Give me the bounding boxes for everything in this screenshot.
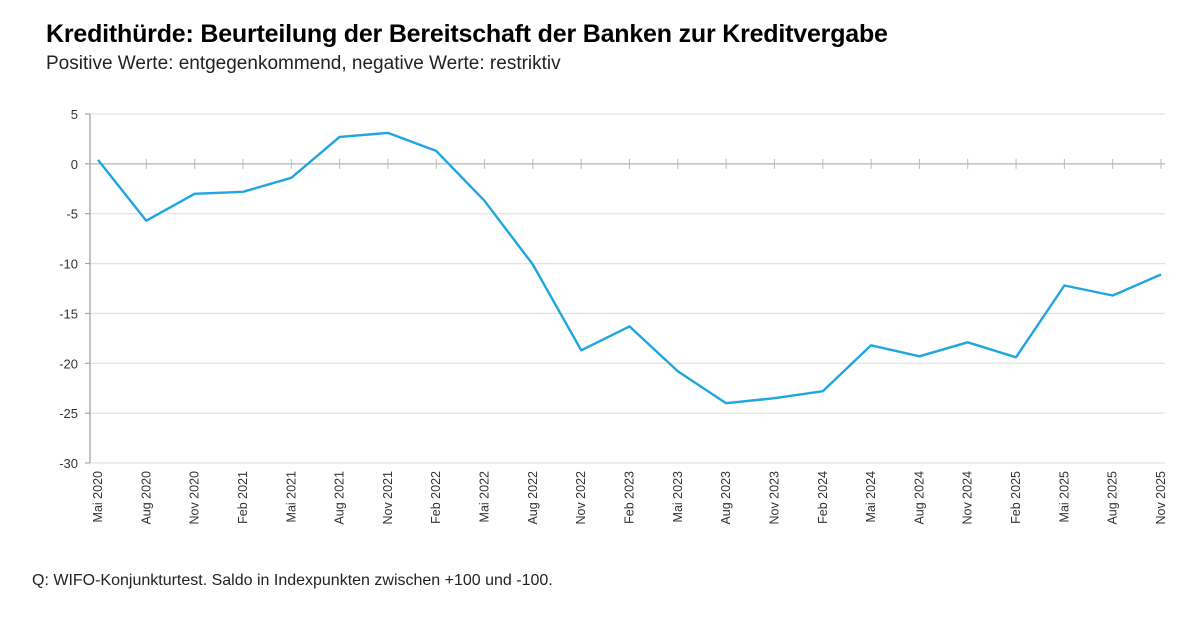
y-tick-label: 5: [71, 107, 78, 122]
x-tick-label: Mai 2022: [478, 471, 492, 522]
x-axis-ticks: Mai 2020 Aug 2020 Nov 2020 Feb 2021 Mai 2021…: [91, 471, 1168, 525]
y-tick-label: 0: [71, 157, 78, 172]
x-tick-label: Aug 2020: [139, 471, 153, 525]
x-tick-label: Nov 2020: [188, 471, 202, 525]
x-tick-label: Mai 2024: [864, 471, 878, 522]
y-tick-label: -10: [59, 257, 78, 272]
y-axis-ticks: 5 0 -5 -10 -15 -20 -25 -30: [59, 107, 78, 471]
x-tick-label: Nov 2025: [1154, 471, 1168, 525]
y-tick-label: -30: [59, 456, 78, 471]
x-tick-label: Feb 2023: [623, 471, 637, 524]
x-tick-label: Feb 2021: [236, 471, 250, 524]
y-tick-label: -20: [59, 356, 78, 371]
x-tick-label: Nov 2023: [767, 471, 781, 525]
x-tick-label: Mai 2025: [1057, 471, 1071, 522]
x-tick-label: Feb 2022: [429, 471, 443, 524]
gridlines: [90, 113, 1165, 464]
x-tick-label: Aug 2023: [719, 471, 733, 525]
x-tick-label: Mai 2023: [671, 471, 685, 522]
x-tick-label: Mai 2021: [284, 471, 298, 522]
source-note: Q: WIFO-Konjunkturtest. Saldo in Indexpu…: [32, 572, 553, 589]
x-tick-label: Nov 2022: [574, 471, 588, 525]
x-tick-label: Aug 2025: [1106, 471, 1120, 525]
y-tick-label: -25: [59, 406, 78, 421]
x-tick-label: Aug 2024: [912, 471, 926, 525]
y-tick-label: -5: [66, 207, 78, 222]
y-tick-label: -15: [59, 306, 78, 321]
x-tick-label: Aug 2022: [526, 471, 540, 525]
series-layer: [97, 131, 1162, 405]
chart-title: Kredithürde: Beurteilung der Bereitschaf…: [46, 20, 888, 48]
x-tick-label: Mai 2020: [91, 471, 105, 522]
axes: [85, 113, 1165, 464]
x-tick-label: Feb 2024: [816, 471, 830, 524]
chart-subtitle: Positive Werte: entgegenkommend, negativ…: [46, 53, 561, 74]
x-tick-label: Feb 2025: [1009, 471, 1023, 524]
x-tick-label: Aug 2021: [333, 471, 347, 525]
x-tick-label: Nov 2024: [961, 471, 975, 525]
x-tick-label: Nov 2021: [381, 471, 395, 525]
